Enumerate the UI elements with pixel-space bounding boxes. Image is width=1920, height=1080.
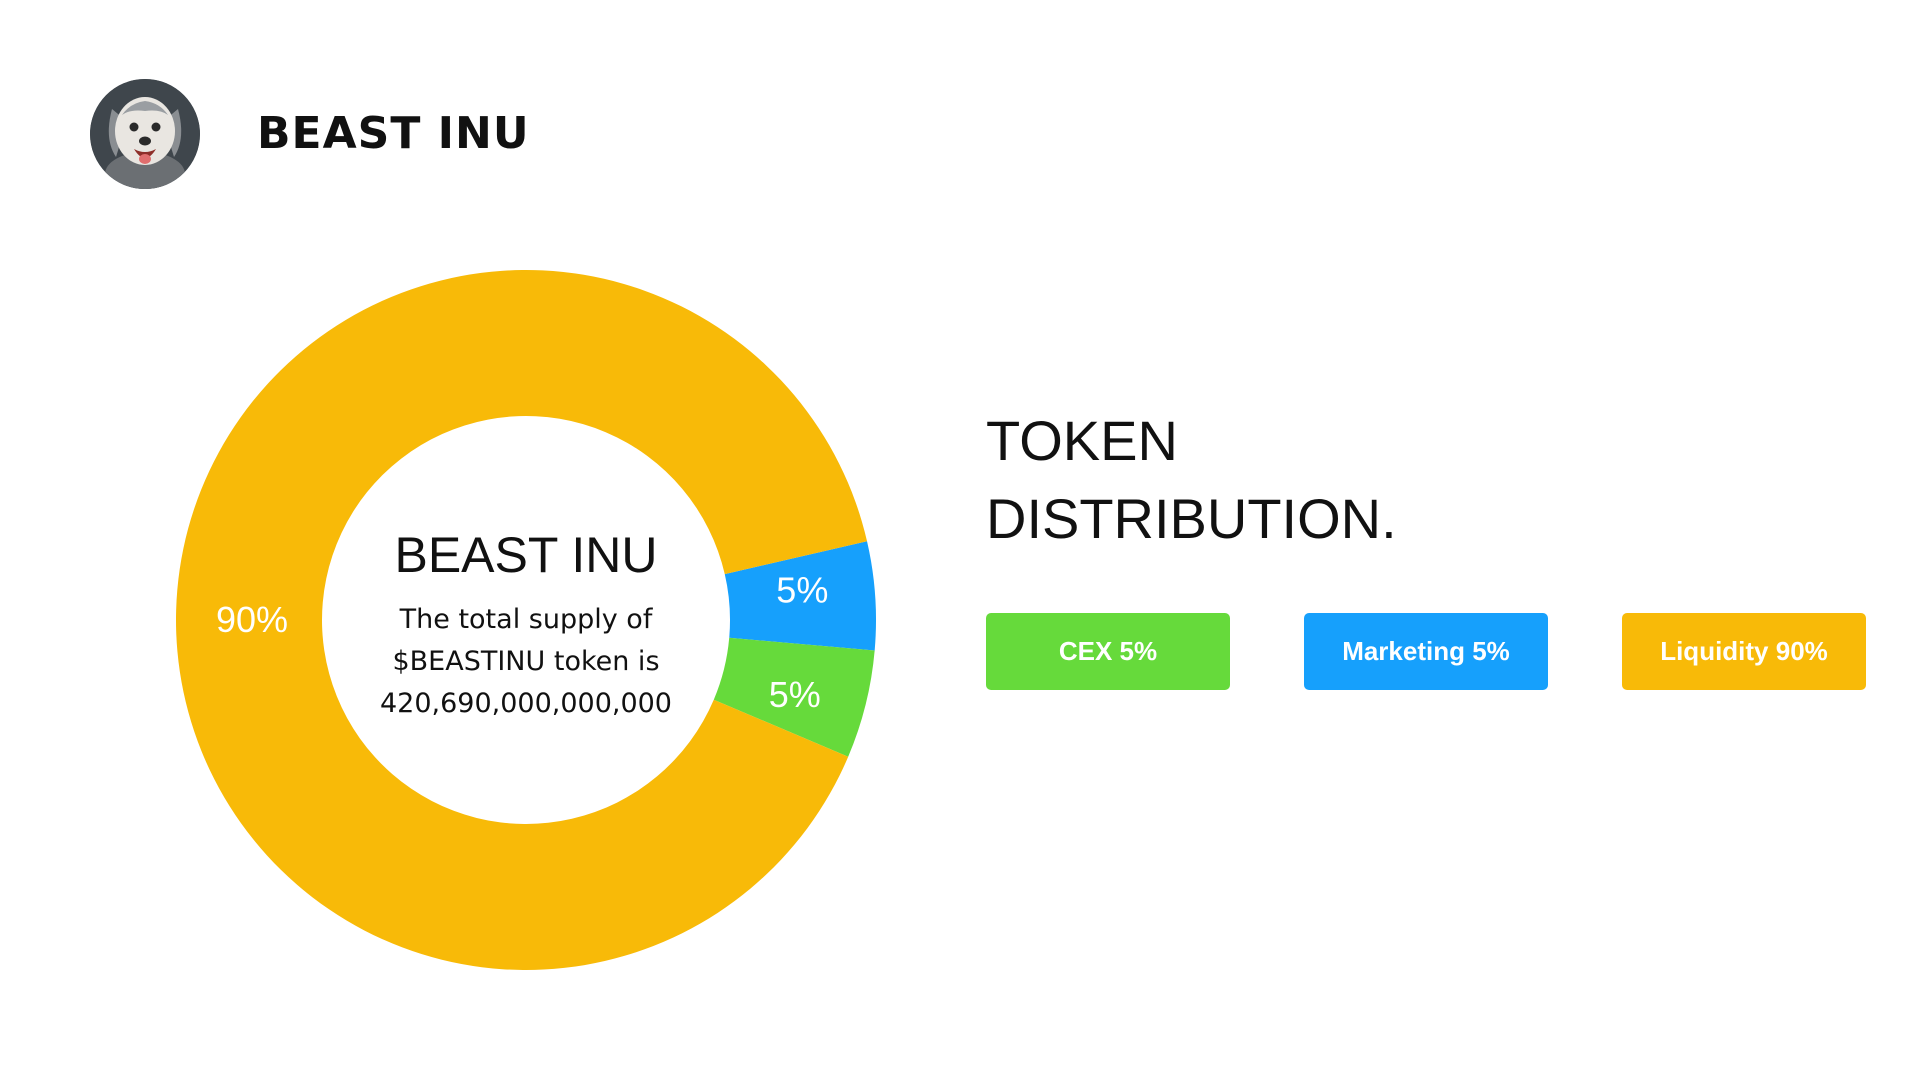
donut-slice-marketing [724, 541, 876, 651]
donut-center-text-line: 420,690,000,000,000 [380, 688, 672, 719]
donut-slice-cex [713, 637, 875, 757]
donut-center-text-line: The total supply of [399, 604, 654, 635]
donut-center-title: BEAST INU [394, 527, 657, 583]
token-distribution-donut-chart: 5% 5% 90% BEAST INU The total supply of $B… [150, 240, 950, 980]
token-distribution-heading: TOKEN DISTRIBUTION. [986, 402, 1397, 558]
donut-slices [175, 270, 876, 971]
brand-name: BEAST INU [257, 108, 530, 159]
donut-slice-label: 5% [769, 674, 821, 715]
legend-chip-liquidity: Liquidity 90% [1622, 613, 1866, 690]
heading-line: TOKEN [986, 409, 1178, 472]
donut-center-text-line: $BEASTINU token is [392, 646, 659, 677]
donut-slice-labels: 5% 5% 90% [216, 570, 828, 715]
heading-line: DISTRIBUTION. [986, 487, 1397, 550]
donut-chart-svg: 5% 5% 90% BEAST INU The total supply of $B… [175, 270, 876, 971]
donut-slice-label: 90% [216, 599, 288, 640]
donut-slice-liquidity [175, 270, 868, 971]
donut-slice-label: 5% [776, 570, 828, 611]
chart-legend: CEX 5% Marketing 5% Liquidity 90% [986, 613, 1866, 690]
dog-avatar-icon [90, 79, 200, 189]
legend-chip-marketing: Marketing 5% [1304, 613, 1548, 690]
legend-chip-cex: CEX 5% [986, 613, 1230, 690]
